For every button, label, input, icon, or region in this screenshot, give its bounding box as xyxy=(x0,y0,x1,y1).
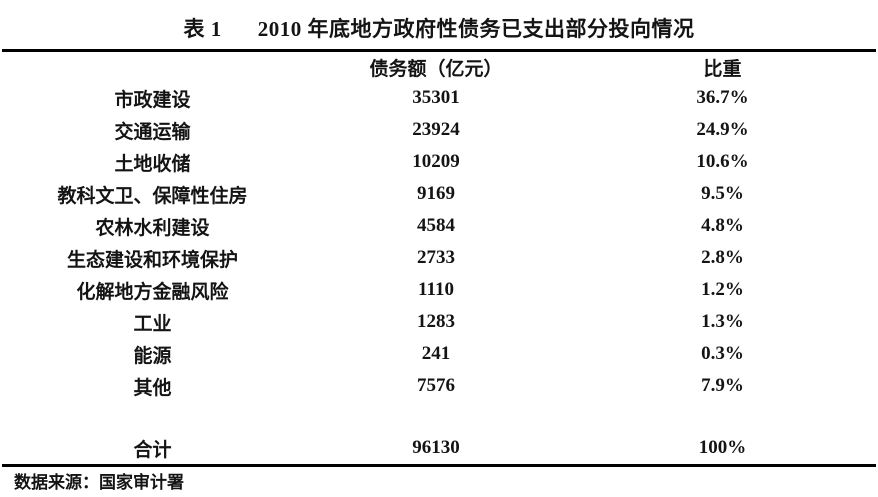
table-caption: 表 1 2010 年底地方政府性债务已支出部分投向情况 xyxy=(0,0,878,46)
row-share: 0.3% xyxy=(701,343,744,364)
row-amount: 7576 xyxy=(417,375,455,396)
total-row: 合计 96130 100% xyxy=(0,432,878,464)
table-row: 工业 1283 1.3% xyxy=(0,306,878,338)
row-category: 能源 xyxy=(133,345,172,367)
row-category: 化解地方金融风险 xyxy=(76,281,229,303)
row-share: 36.7% xyxy=(696,87,749,108)
row-share: 24.9% xyxy=(696,119,749,140)
row-category: 土地收储 xyxy=(114,153,191,175)
row-amount: 1110 xyxy=(418,279,454,300)
row-share: 1.2% xyxy=(701,279,744,300)
header-category xyxy=(0,52,305,82)
table-row: 市政建设 35301 36.7% xyxy=(0,82,878,114)
row-category: 市政建设 xyxy=(114,89,191,111)
row-amount: 9169 xyxy=(417,183,455,204)
table-row: 农林水利建设 4584 4.8% xyxy=(0,210,878,242)
row-category: 生态建设和环境保护 xyxy=(66,249,238,271)
row-share: 2.8% xyxy=(701,247,744,268)
row-category: 教科文卫、保障性住房 xyxy=(57,185,248,207)
debt-table: 债务额（亿元） 比重 市政建设 35301 36.7% 交通运输 23924 2… xyxy=(0,52,878,464)
table-row: 能源 241 0.3% xyxy=(0,338,878,370)
spacer-row xyxy=(0,402,878,432)
total-label: 合计 xyxy=(133,439,172,461)
row-category: 其他 xyxy=(133,377,172,399)
table-row: 教科文卫、保障性住房 9169 9.5% xyxy=(0,178,878,210)
row-share: 10.6% xyxy=(696,151,749,172)
table-row: 其他 7576 7.9% xyxy=(0,370,878,402)
data-source-note: 数据来源：国家审计署 xyxy=(14,473,184,492)
header-share: 比重 xyxy=(703,58,742,80)
bottom-rule xyxy=(2,464,876,467)
row-amount: 241 xyxy=(421,343,451,364)
header-amount: 债务额（亿元） xyxy=(369,58,503,80)
top-rule xyxy=(2,49,876,52)
total-share: 100% xyxy=(698,437,747,458)
row-share: 7.9% xyxy=(701,375,744,396)
row-category: 交通运输 xyxy=(114,121,191,143)
table-row: 生态建设和环境保护 2733 2.8% xyxy=(0,242,878,274)
row-amount: 1283 xyxy=(417,311,455,332)
row-share: 9.5% xyxy=(701,183,744,204)
table-row: 土地收储 10209 10.6% xyxy=(0,146,878,178)
table-row: 化解地方金融风险 1110 1.2% xyxy=(0,274,878,306)
row-amount: 23924 xyxy=(412,119,460,140)
row-share: 1.3% xyxy=(701,311,744,332)
row-amount: 4584 xyxy=(417,215,455,236)
table-row: 交通运输 23924 24.9% xyxy=(0,114,878,146)
row-share: 4.8% xyxy=(701,215,744,236)
row-category: 农林水利建设 xyxy=(95,217,210,239)
table-caption-title: 2010 年底地方政府性债务已支出部分投向情况 xyxy=(257,17,695,41)
row-category: 工业 xyxy=(133,313,172,335)
table-header-row: 债务额（亿元） 比重 xyxy=(0,52,878,82)
total-amount: 96130 xyxy=(412,437,460,458)
table-caption-label: 表 1 xyxy=(183,17,222,41)
row-amount: 35301 xyxy=(412,87,460,108)
row-amount: 10209 xyxy=(412,151,460,172)
row-amount: 2733 xyxy=(417,247,455,268)
